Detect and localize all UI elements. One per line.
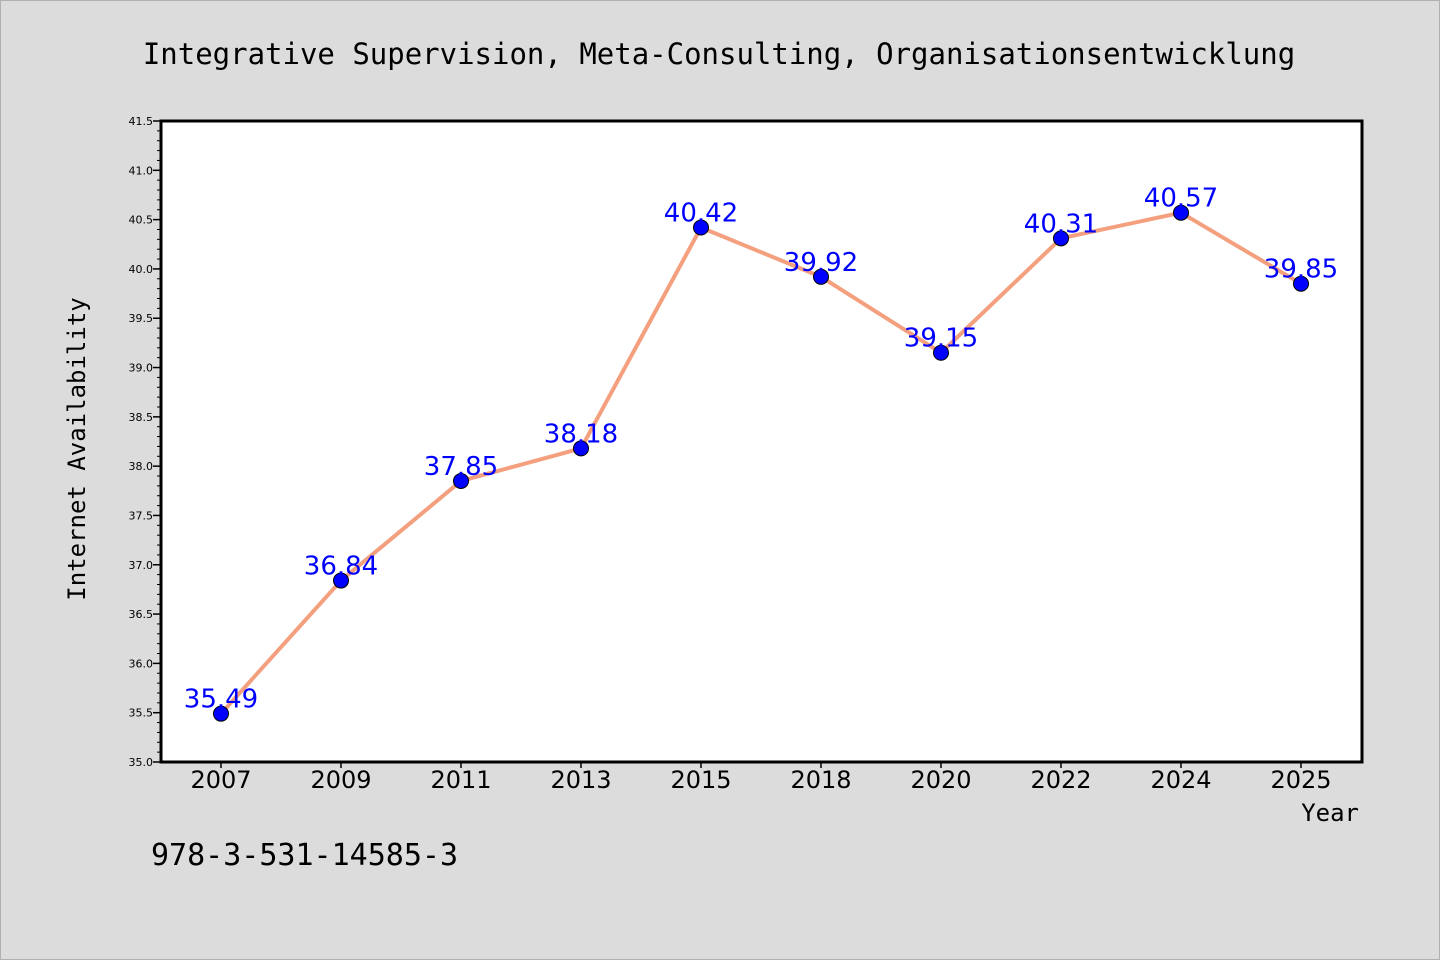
data-label: 35.49 <box>184 685 258 715</box>
footnote-isbn: 978-3-531-14585-3 <box>151 838 458 873</box>
x-axis-title: Year <box>1301 799 1359 827</box>
data-point <box>933 344 949 361</box>
y-tick-label: 35.0 <box>129 756 154 769</box>
data-point <box>1173 204 1189 221</box>
x-axis: 2007 2009 2011 2013 2015 2018 2020 2022 2024 2025 <box>190 762 1332 794</box>
y-tick-label: 37.5 <box>129 509 154 522</box>
y-tick-label: 36.0 <box>129 657 154 670</box>
x-tick-label: 2024 <box>1150 766 1211 794</box>
data-label: 37.85 <box>424 452 498 482</box>
plot-area <box>159 119 1364 764</box>
y-tick-label: 39.5 <box>129 312 154 325</box>
x-tick-label: 2013 <box>550 766 611 794</box>
data-label: 40.42 <box>664 199 738 229</box>
x-tick-label: 2011 <box>430 766 491 794</box>
x-tick-label: 2022 <box>1030 766 1091 794</box>
x-tick-label: 2025 <box>1270 766 1331 794</box>
x-tick-label: 2009 <box>310 766 371 794</box>
data-label: 38.18 <box>544 419 618 449</box>
data-label: 36.84 <box>304 552 378 582</box>
y-axis: 35.0 35.5 36.0 36.5 37.0 37.5 38.0 38.5 39.0 39.5… <box>129 115 161 769</box>
y-axis-title: Internet Availability <box>63 297 91 600</box>
y-tick-label: 37.0 <box>129 559 154 572</box>
data-label: 40.57 <box>1144 184 1218 214</box>
y-tick-label: 35.5 <box>129 707 154 720</box>
y-tick-label: 39.0 <box>129 362 154 375</box>
data-label: 39.85 <box>1264 255 1338 285</box>
x-tick-label: 2018 <box>790 766 851 794</box>
y-tick-label: 41.5 <box>129 115 154 128</box>
data-point <box>573 440 589 457</box>
x-tick-label: 2007 <box>190 766 251 794</box>
series-line-group: 35.49 36.84 37.85 38.18 40.42 39.92 39.15 40.31… <box>184 184 1338 722</box>
data-point <box>813 268 829 285</box>
data-point <box>453 472 469 489</box>
data-point <box>1053 230 1069 247</box>
data-label: 39.15 <box>904 324 978 354</box>
y-tick-label: 38.0 <box>129 460 154 473</box>
y-tick-label: 40.0 <box>129 263 154 276</box>
data-point <box>693 219 709 236</box>
data-point <box>213 705 229 722</box>
chart-title: Integrative Supervision, Meta-Consulting… <box>143 37 1295 71</box>
y-tick-label: 36.5 <box>129 608 154 621</box>
x-tick-label: 2015 <box>670 766 731 794</box>
series-line <box>219 210 1303 716</box>
x-tick-label: 2020 <box>910 766 971 794</box>
data-label: 40.31 <box>1024 209 1098 239</box>
y-tick-label: 38.5 <box>129 411 154 424</box>
y-tick-label: 40.5 <box>129 214 154 227</box>
y-tick-label: 41.0 <box>129 164 154 177</box>
data-label: 39.92 <box>784 248 858 278</box>
data-point <box>333 572 349 589</box>
data-point <box>1293 275 1309 292</box>
